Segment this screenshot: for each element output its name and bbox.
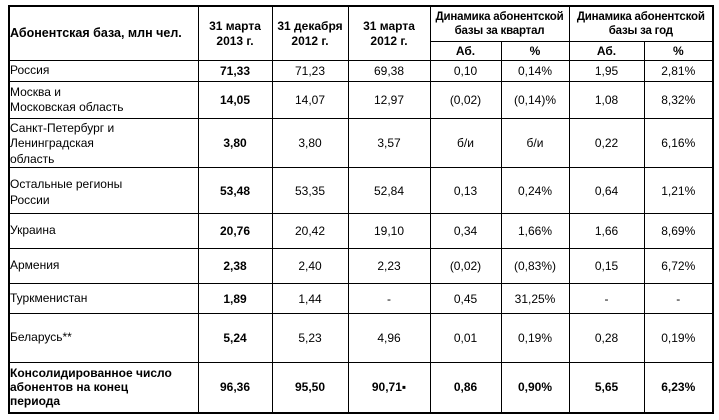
subcol-header-year-abs: Аб. xyxy=(568,41,645,61)
subcol-header-quarter-abs: Аб. xyxy=(429,41,502,61)
cell-armenia-col5: (0,83%) xyxy=(500,248,570,285)
cell-moscow-and-region-col2: 14,07 xyxy=(271,81,349,119)
row-label-other-russia-regions: Остальные регионы России xyxy=(8,167,199,215)
cell-belarus-col7: 0,19% xyxy=(643,313,714,364)
group-header-year-dynamics: Динамика абонентской базы за год xyxy=(568,5,714,42)
cell-spb-and-len-region-col1: 3,80 xyxy=(197,117,273,169)
row-label-spb-and-len-region: Санкт-Петербург и Ленинградская область xyxy=(8,117,199,169)
cell-ukraine-col1: 20,76 xyxy=(197,213,273,250)
table-row-spb-and-len-region: Санкт-Петербург и Ленинградская область 3… xyxy=(8,117,714,169)
table-row-russia: Россия 71,33 71,23 69,38 0,10 0,14% 1,95 2,81% xyxy=(8,60,714,82)
cell-spb-and-len-region-col5: б/и xyxy=(500,117,570,169)
cell-ukraine-col3: 19,10 xyxy=(347,213,431,250)
cell-other-russia-regions-col4: 0,13 xyxy=(429,167,502,215)
cell-armenia-col3: 2,23 xyxy=(347,248,431,285)
subcol-header-quarter-pct: % xyxy=(500,41,570,61)
row-label-turkmenistan: Туркменистан xyxy=(8,283,199,315)
row-label-armenia: Армения xyxy=(8,248,199,285)
cell-consolidated-total-col1: 96,36 xyxy=(197,362,273,414)
cell-armenia-col2: 2,40 xyxy=(271,248,349,285)
cell-consolidated-total-col3: 90,71▪ xyxy=(347,362,431,414)
cell-consolidated-total-col7: 6,23% xyxy=(643,362,714,414)
cell-belarus-col3: 4,96 xyxy=(347,313,431,364)
header-row-main: Абонентская база, млн чел. 31 марта 2013… xyxy=(8,5,714,61)
cell-russia-col3: 69,38 xyxy=(347,60,431,82)
table-row-armenia: Армения 2,38 2,40 2,23 (0,02) (0,83%) 0,15 6,72… xyxy=(8,248,714,285)
cell-belarus-col2: 5,23 xyxy=(271,313,349,364)
cell-belarus-col4: 0,01 xyxy=(429,313,502,364)
cell-other-russia-regions-col7: 1,21% xyxy=(643,167,714,215)
subcol-header-year-pct: % xyxy=(643,41,714,61)
col-header-31-mar-2013: 31 марта 2013 г. xyxy=(197,5,273,61)
table-row-moscow-and-region: Москва и Московская область 14,05 14,07 12,… xyxy=(8,81,714,119)
row-label-moscow-and-region: Москва и Московская область xyxy=(8,81,199,119)
group-header-quarter-dynamics: Динамика абонентской базы за квартал xyxy=(429,5,570,42)
cell-moscow-and-region-col3: 12,97 xyxy=(347,81,431,119)
cell-ukraine-col4: 0,34 xyxy=(429,213,502,250)
cell-russia-col1: 71,33 xyxy=(197,60,273,82)
row-label-ukraine: Украина xyxy=(8,213,199,250)
cell-turkmenistan-col6: - xyxy=(568,283,645,315)
cell-turkmenistan-col5: 31,25% xyxy=(500,283,570,315)
cell-belarus-col1: 5,24 xyxy=(197,313,273,364)
cell-other-russia-regions-col2: 53,35 xyxy=(271,167,349,215)
cell-turkmenistan-col1: 1,89 xyxy=(197,283,273,315)
cell-belarus-col6: 0,28 xyxy=(568,313,645,364)
cell-moscow-and-region-col7: 8,32% xyxy=(643,81,714,119)
cell-spb-and-len-region-col2: 3,80 xyxy=(271,117,349,169)
row-label-consolidated-total: Консолидированное число абонентов на кон… xyxy=(8,362,199,414)
cell-russia-col7: 2,81% xyxy=(643,60,714,82)
cell-spb-and-len-region-col3: 3,57 xyxy=(347,117,431,169)
cell-other-russia-regions-col3: 52,84 xyxy=(347,167,431,215)
cell-turkmenistan-col3: - xyxy=(347,283,431,315)
cell-russia-col4: 0,10 xyxy=(429,60,502,82)
table-row-other-russia-regions: Остальные регионы России 53,48 53,35 52,84 0… xyxy=(8,167,714,215)
cell-moscow-and-region-col5: (0,14)% xyxy=(500,81,570,119)
cell-armenia-col6: 0,15 xyxy=(568,248,645,285)
cell-russia-col5: 0,14% xyxy=(500,60,570,82)
table-row-ukraine: Украина 20,76 20,42 19,10 0,34 1,66% 1,66 8,69% xyxy=(8,213,714,250)
row-label-belarus: Беларусь** xyxy=(8,313,199,364)
row-label-russia: Россия xyxy=(8,60,199,82)
cell-ukraine-col2: 20,42 xyxy=(271,213,349,250)
cell-spb-and-len-region-col6: 0,22 xyxy=(568,117,645,169)
cell-armenia-col1: 2,38 xyxy=(197,248,273,285)
cell-belarus-col5: 0,19% xyxy=(500,313,570,364)
cell-russia-col6: 1,95 xyxy=(568,60,645,82)
cell-consolidated-total-col6: 5,65 xyxy=(568,362,645,414)
cell-armenia-col4: (0,02) xyxy=(429,248,502,285)
cell-turkmenistan-col4: 0,45 xyxy=(429,283,502,315)
cell-consolidated-total-col5: 0,90% xyxy=(500,362,570,414)
cell-spb-and-len-region-col7: 6,16% xyxy=(643,117,714,169)
col-header-31-mar-2012: 31 марта 2012 г. xyxy=(347,5,431,61)
table-row-belarus: Беларусь** 5,24 5,23 4,96 0,01 0,19% 0,28 0,19% xyxy=(8,313,714,364)
cell-ukraine-col5: 1,66% xyxy=(500,213,570,250)
cell-moscow-and-region-col1: 14,05 xyxy=(197,81,273,119)
cell-armenia-col7: 6,72% xyxy=(643,248,714,285)
cell-ukraine-col6: 1,66 xyxy=(568,213,645,250)
cell-consolidated-total-col4: 0,86 xyxy=(429,362,502,414)
cell-other-russia-regions-col5: 0,24% xyxy=(500,167,570,215)
table-row-consolidated-total: Консолидированное число абонентов на кон… xyxy=(8,362,714,414)
col-header-31-dec-2012: 31 декабря 2012 г. xyxy=(271,5,349,61)
cell-ukraine-col7: 8,69% xyxy=(643,213,714,250)
cell-moscow-and-region-col4: (0,02) xyxy=(429,81,502,119)
table-row-turkmenistan: Туркменистан 1,89 1,44-0,45 31,25% - - xyxy=(8,283,714,315)
corner-header-subscriber-base: Абонентская база, млн чел. xyxy=(8,5,199,61)
cell-turkmenistan-col2: 1,44 xyxy=(271,283,349,315)
subscriber-base-table: Абонентская база, млн чел. 31 марта 2013… xyxy=(8,5,715,414)
cell-turkmenistan-col7: - xyxy=(643,283,714,315)
cell-other-russia-regions-col1: 53,48 xyxy=(197,167,273,215)
cell-other-russia-regions-col6: 0,64 xyxy=(568,167,645,215)
cell-moscow-and-region-col6: 1,08 xyxy=(568,81,645,119)
cell-russia-col2: 71,23 xyxy=(271,60,349,82)
cell-spb-and-len-region-col4: б/и xyxy=(429,117,502,169)
cell-consolidated-total-col2: 95,50 xyxy=(271,362,349,414)
